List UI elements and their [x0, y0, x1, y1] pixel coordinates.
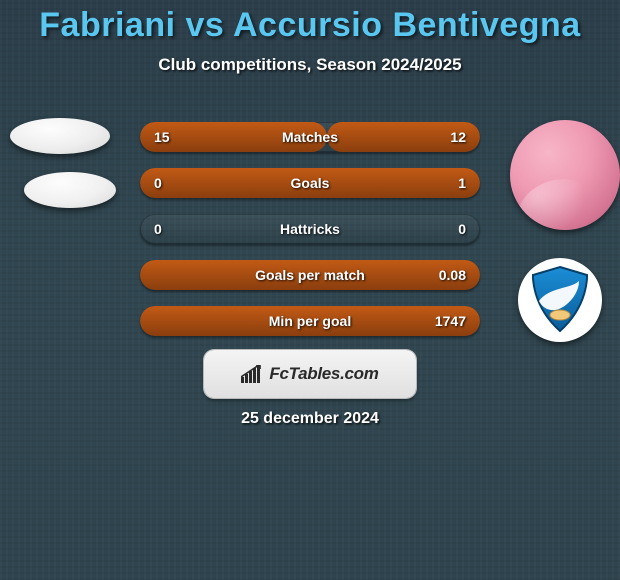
stat-value-left: 15 — [154, 122, 170, 152]
stat-label: Hattricks — [280, 221, 340, 237]
player2-name: Accursio Bentivegna — [233, 6, 581, 44]
stat-value-right: 1 — [458, 168, 466, 198]
stat-value-right: 0.08 — [439, 260, 466, 290]
player2-avatar — [510, 120, 620, 230]
brand-attribution[interactable]: FcTables.com — [204, 350, 416, 398]
player1-club-placeholder — [24, 172, 116, 208]
stat-value-right: 12 — [450, 122, 466, 152]
bar-chart-icon — [241, 365, 263, 383]
stat-row-hattricks: 0 Hattricks 0 — [140, 214, 480, 244]
stat-rows: 15 Matches 12 0 Goals 1 0 Hattricks 0 Go… — [140, 122, 480, 352]
stat-value-left: 0 — [154, 168, 162, 198]
player1-avatar-placeholder — [10, 118, 110, 154]
stat-label: Goals — [291, 175, 330, 191]
player1-name: Fabriani — [39, 6, 175, 44]
page-title: Fabriani vs Accursio Bentivegna — [0, 6, 620, 45]
stat-label: Goals per match — [255, 267, 365, 283]
pescara-crest-icon — [529, 265, 591, 335]
comparison-card: Fabriani vs Accursio Bentivegna Club com… — [0, 0, 620, 580]
vs-text: vs — [185, 6, 224, 44]
player2-club-crest — [518, 258, 602, 342]
stat-row-goals: 0 Goals 1 — [140, 168, 480, 198]
stat-value-right: 1747 — [435, 306, 466, 336]
date-text: 25 december 2024 — [0, 410, 620, 428]
stat-value-left: 0 — [154, 214, 162, 244]
stat-label: Min per goal — [269, 313, 351, 329]
stat-row-goals-per-match: Goals per match 0.08 — [140, 260, 480, 290]
subtitle: Club competitions, Season 2024/2025 — [0, 55, 620, 75]
brand-text: FcTables.com — [269, 364, 378, 384]
stat-row-min-per-goal: Min per goal 1747 — [140, 306, 480, 336]
stat-label: Matches — [282, 129, 338, 145]
stat-row-matches: 15 Matches 12 — [140, 122, 480, 152]
stat-value-right: 0 — [458, 214, 466, 244]
